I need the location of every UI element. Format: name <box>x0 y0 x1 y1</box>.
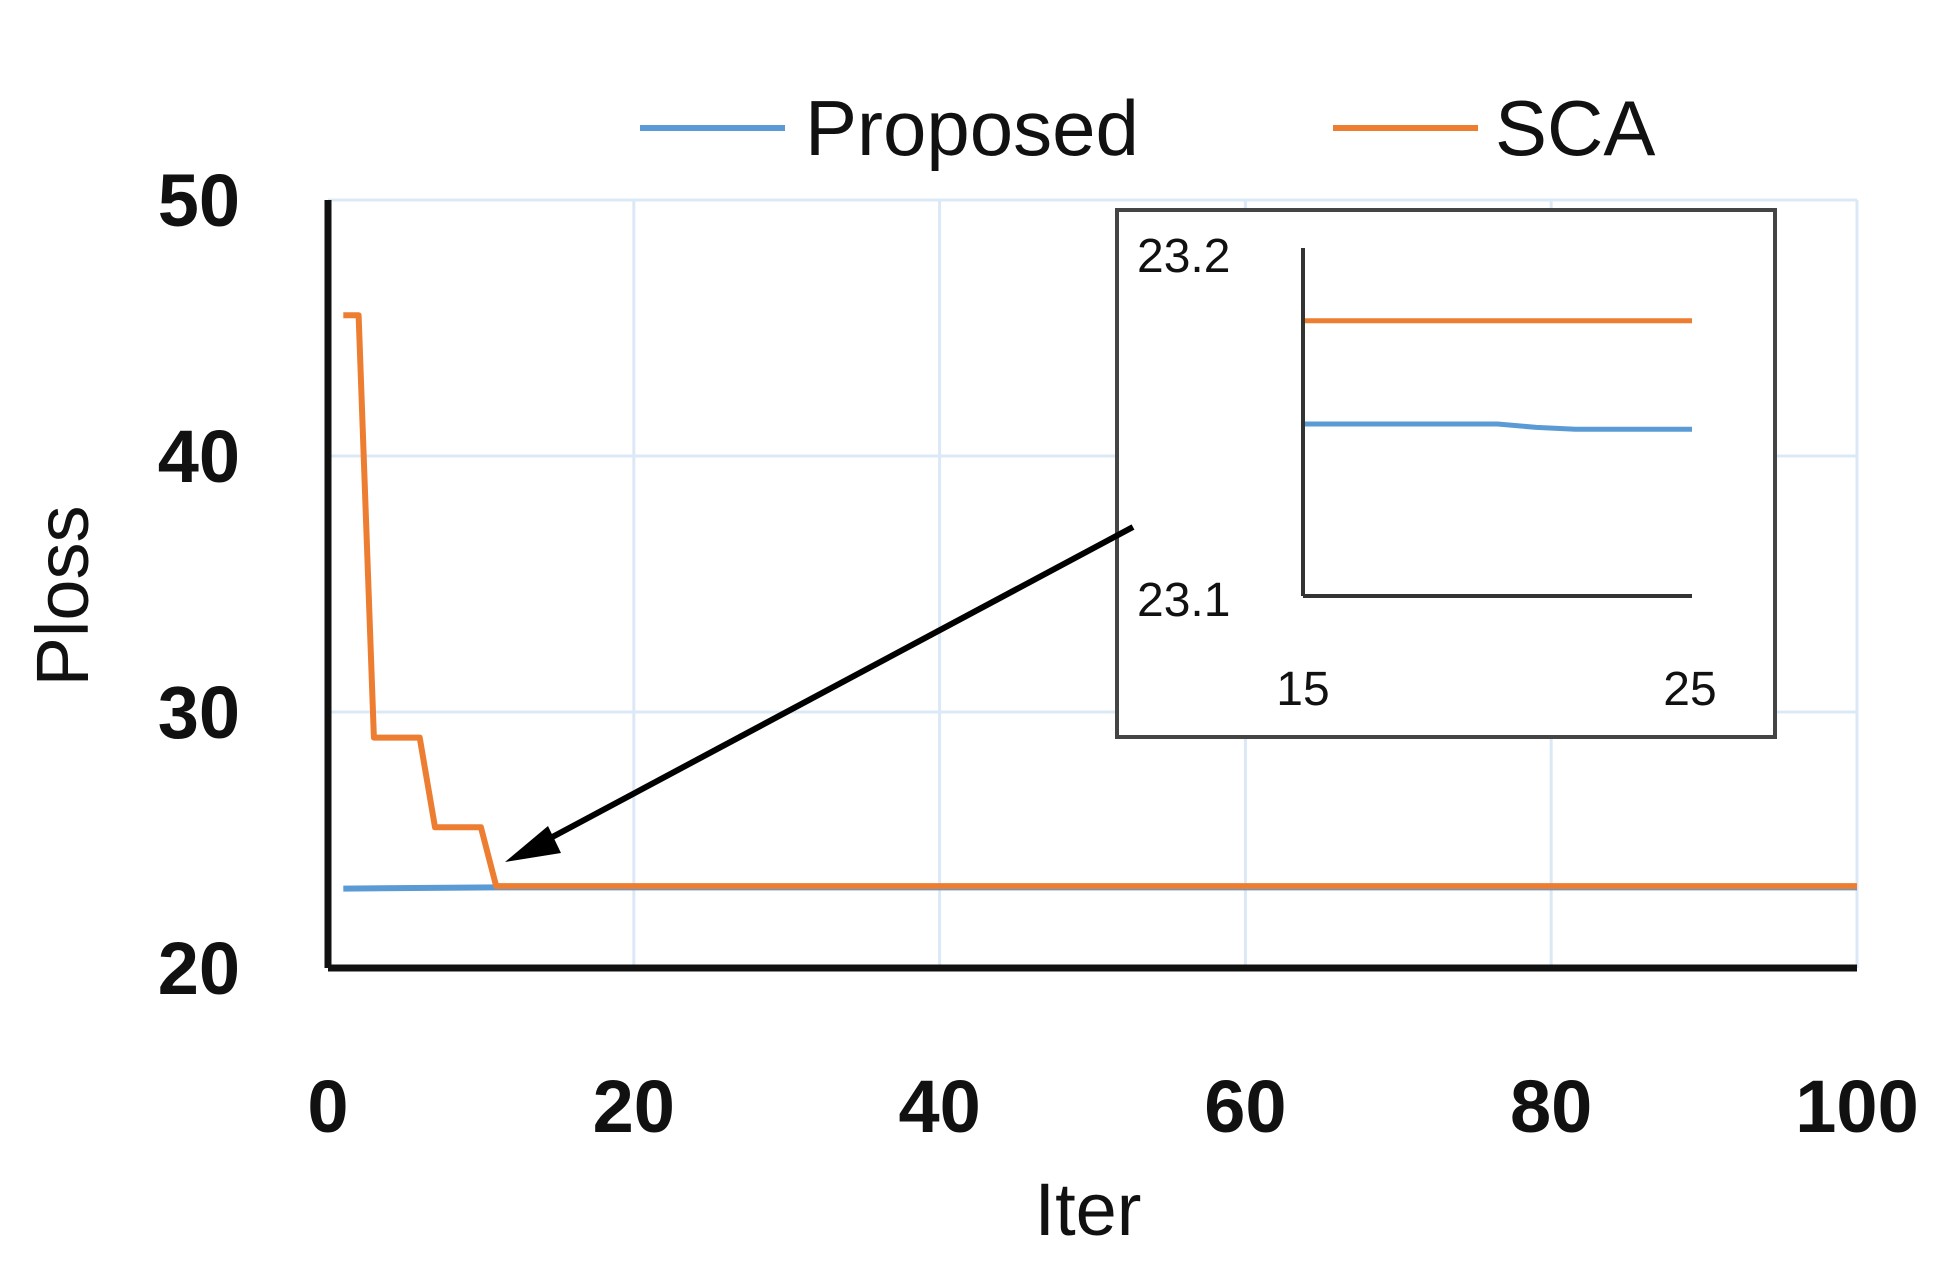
x-tick-label: 20 <box>593 1065 675 1148</box>
inset-y-tick-bottom: 23.1 <box>1137 574 1230 627</box>
x-tick-label: 80 <box>1510 1065 1592 1148</box>
arrow-line <box>526 524 1135 853</box>
tick-labels: 0 20 40 60 80 100 20 30 40 50 <box>158 159 1919 1148</box>
axes <box>324 200 1857 972</box>
x-axis-label: Iter <box>1035 1168 1142 1251</box>
y-tick-label: 20 <box>158 927 240 1010</box>
inset-line-proposed <box>1303 421 1692 432</box>
legend-label-proposed: Proposed <box>805 84 1139 172</box>
inset-x-tick-left: 15 <box>1276 663 1329 716</box>
series-line-sca <box>343 312 1857 890</box>
inset-series <box>1303 318 1692 432</box>
inset-frame <box>1115 208 1777 739</box>
series-main <box>343 312 1857 892</box>
x-tick-label: 0 <box>307 1065 348 1148</box>
legend-label-sca: SCA <box>1495 84 1655 172</box>
inset-x-tick-right: 25 <box>1663 663 1716 716</box>
x-tick-label: 40 <box>898 1065 980 1148</box>
x-tick-label: 100 <box>1795 1065 1918 1148</box>
callout-arrow <box>505 524 1135 862</box>
arrow-head <box>505 826 561 862</box>
inset-zoom-panel: 23.2 23.1 15 25 <box>1115 208 1777 739</box>
legend: Proposed SCA <box>640 84 1655 172</box>
y-axis-label: Ploss <box>21 506 104 687</box>
y-tick-label: 30 <box>158 671 240 754</box>
y-tick-label: 40 <box>158 415 240 498</box>
y-tick-label: 50 <box>158 159 240 242</box>
inset-y-tick-top: 23.2 <box>1137 230 1230 283</box>
x-tick-label: 60 <box>1204 1065 1286 1148</box>
